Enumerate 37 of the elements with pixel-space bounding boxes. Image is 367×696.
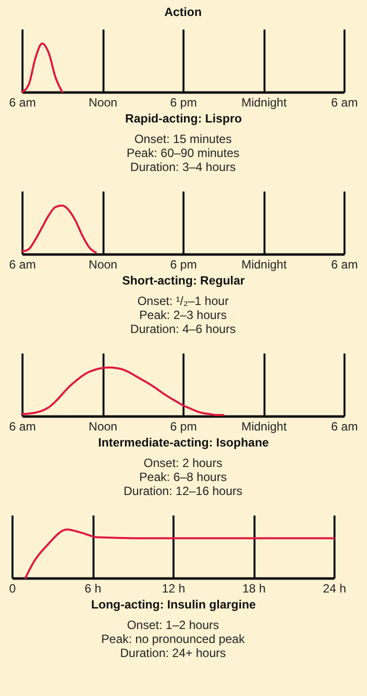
x-tick-label: Midnight	[241, 258, 288, 272]
x-tick-label: 6 pm	[170, 420, 197, 434]
x-axis-title: Rapid-acting: Lispro	[125, 112, 242, 126]
text: Peak: 60–90 minutes	[126, 146, 240, 160]
x-tick-label: 24 h	[322, 582, 346, 596]
x-tick-label: 6 pm	[170, 258, 197, 272]
text: Onset: 15 minutes	[134, 132, 232, 146]
text: Peak: no pronounced peak	[101, 632, 246, 646]
x-tick-label: 6 h	[84, 582, 102, 596]
x-axis-title: Short-acting: Regular	[122, 274, 246, 288]
x-tick-label: 6 am	[331, 258, 358, 272]
x-tick-label: Noon	[88, 96, 118, 110]
text: Onset: 2 hours	[144, 456, 222, 470]
x-tick-label: 18 h	[242, 582, 266, 596]
x-tick-label: 0	[9, 582, 16, 596]
x-tick-label: 6 am	[9, 258, 36, 272]
text: Onset: 1–2 hours	[126, 618, 220, 632]
x-tick-label: Midnight	[241, 96, 288, 110]
x-tick-label: Midnight	[241, 420, 288, 434]
x-tick-label: 12 h	[162, 582, 186, 596]
x-tick-label: 6 am	[331, 420, 358, 434]
x-tick-label: 6 am	[9, 96, 36, 110]
text: Duration: 3–4 hours	[130, 160, 236, 174]
x-tick-label: 6 am	[331, 96, 358, 110]
x-tick-label: 6 pm	[170, 96, 197, 110]
text: Duration: 12–16 hours	[124, 484, 242, 498]
chart-title: Action	[164, 5, 202, 19]
text: Peak: 6–8 hours	[139, 470, 227, 484]
x-tick-label: 6 am	[9, 420, 36, 434]
text: Duration: 4–6 hours	[130, 322, 236, 336]
x-tick-label: Noon	[88, 420, 118, 434]
x-axis-title: Long-acting: Insulin glargine	[91, 598, 256, 612]
text: Onset: ¹/₂–1 hour	[137, 294, 229, 308]
text: Duration: 24+ hours	[120, 646, 226, 660]
x-tick-label: Noon	[88, 258, 118, 272]
x-axis-title: Intermediate-acting: Isophane	[98, 436, 270, 450]
text: Peak: 2–3 hours	[139, 308, 227, 322]
